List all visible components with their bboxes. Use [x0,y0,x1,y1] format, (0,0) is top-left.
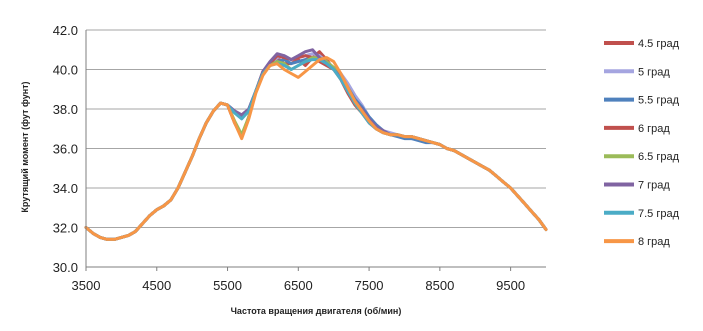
x-tick-label: 6500 [284,278,313,293]
x-axis-title: Частота вращения двигателя (об/мин) [231,306,402,316]
gridlines [86,29,546,268]
x-tick-label: 5500 [213,278,242,293]
series-lines [84,48,548,241]
legend-label: 5 град [638,66,670,78]
x-tick-label: 9500 [496,278,525,293]
y-tick-label: 40.0 [53,63,78,78]
y-tick-label: 30.0 [53,260,78,275]
x-tick-label: 3500 [72,278,101,293]
legend-label: 5.5 град [638,95,680,107]
legend-label: 8 град [638,236,670,248]
y-tick-label: 38.0 [53,102,78,117]
y-tick-label: 42.0 [53,23,78,38]
axes: 30.0 32.0 34.0 36.0 38.0 40.0 42.0 3500 4500 5500… [53,23,546,293]
legend-label: 6 град [638,123,670,135]
y-tick-label: 34.0 [53,181,78,196]
x-tick-label: 7500 [355,278,384,293]
y-axis-title: Крутящий момент (фут фунт) [20,81,30,212]
x-tick-label: 8500 [425,278,454,293]
legend-label: 7.5 град [638,208,680,220]
legend-label: 6.5 град [638,151,680,163]
legend-label: 7 град [638,180,670,192]
legend-label: 4.5 град [638,38,680,50]
y-tick-label: 36.0 [53,142,78,157]
series-line [84,56,548,241]
legend: 4.5 град 5 град 5.5 град 6 град 6.5 град 7 гр… [604,38,680,248]
y-tick-label: 32.0 [53,221,78,236]
x-tick-label: 4500 [142,278,171,293]
